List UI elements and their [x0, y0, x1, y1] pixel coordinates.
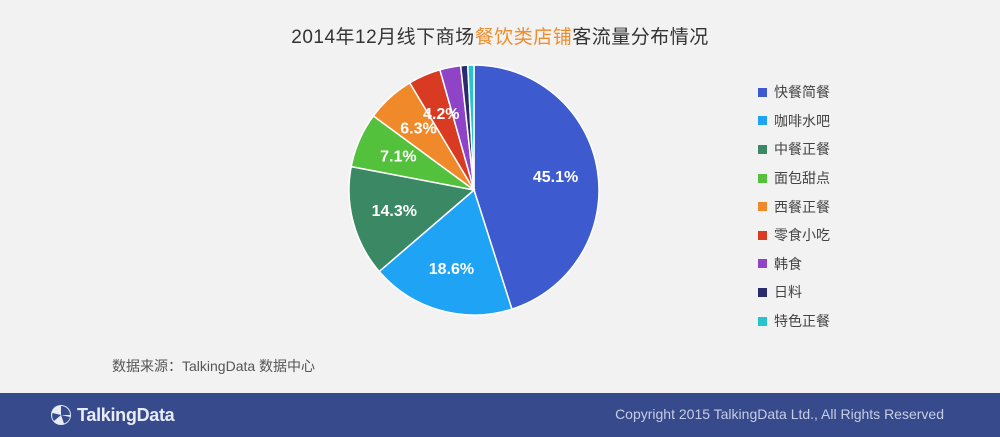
legend-item-1: 快餐简餐 [758, 78, 830, 107]
legend-item-5: 西餐正餐 [758, 192, 830, 221]
legend-swatch [758, 144, 767, 154]
legend-swatch [758, 287, 767, 297]
pie-slice-2 [378, 188, 513, 316]
chart-title-highlight: 餐饮类店铺 [474, 27, 573, 48]
pie-slice-3 [348, 165, 476, 273]
legend-label: 日料 [774, 284, 802, 301]
legend-swatch [758, 116, 767, 126]
legend-swatch [758, 202, 767, 212]
pie-data-label-4: 7.1% [380, 148, 416, 165]
legend-swatch [758, 230, 767, 240]
chart-title: 2014年12月线下商场餐饮类店铺客流量分布情况 [0, 22, 1000, 49]
copyright-text: Copyright 2015 TalkingData Ltd., All Rig… [615, 406, 944, 422]
legend-swatch [758, 173, 767, 183]
pie-data-label-5: 6.3% [400, 120, 436, 137]
footer-bar: TalkingData Copyright 2015 TalkingData L… [0, 393, 1000, 437]
brand-logo: TalkingData [50, 403, 175, 427]
legend-swatch [758, 316, 767, 326]
legend-item-3: 中餐正餐 [758, 135, 830, 164]
legend-swatch [758, 87, 767, 97]
chart-legend: 快餐简餐咖啡水吧中餐正餐面包甜点西餐正餐零食小吃韩食日料特色正餐 [758, 78, 830, 335]
legend-label: 零食小吃 [774, 227, 830, 244]
chart-title-suffix: 客流量分布情况 [572, 27, 709, 48]
talkingdata-logo-icon [51, 405, 71, 425]
pie-data-label-3: 14.3% [372, 203, 417, 220]
pie-chart: 45.1% 18.6% 14.3% 7.1% 6.3%4.2% [348, 64, 600, 316]
pie-data-label-1: 45.1% [533, 169, 578, 186]
legend-item-6: 零食小吃 [758, 221, 830, 250]
pie-slice-9 [466, 64, 475, 191]
pie-data-label-6: 4.2% [423, 106, 459, 123]
legend-swatch [758, 259, 767, 269]
legend-label: 西餐正餐 [774, 198, 830, 215]
legend-item-8: 日料 [758, 278, 830, 307]
pie-slice-1 [473, 64, 600, 311]
pie-data-label-2: 18.6% [429, 261, 474, 278]
legend-label: 特色正餐 [774, 313, 830, 330]
legend-item-2: 咖啡水吧 [758, 107, 830, 136]
brand-name: TalkingData [77, 404, 175, 425]
legend-item-7: 韩食 [758, 250, 830, 279]
legend-label: 中餐正餐 [774, 141, 830, 158]
legend-item-9: 特色正餐 [758, 307, 830, 336]
legend-label: 咖啡水吧 [774, 112, 830, 129]
legend-label: 面包甜点 [774, 170, 830, 187]
legend-label: 韩食 [774, 255, 802, 272]
legend-label: 快餐简餐 [774, 84, 830, 101]
data-source-note: 数据来源：TalkingData 数据中心 [112, 358, 316, 374]
chart-title-prefix: 2014年12月线下商场 [291, 27, 475, 48]
legend-item-4: 面包甜点 [758, 164, 830, 193]
